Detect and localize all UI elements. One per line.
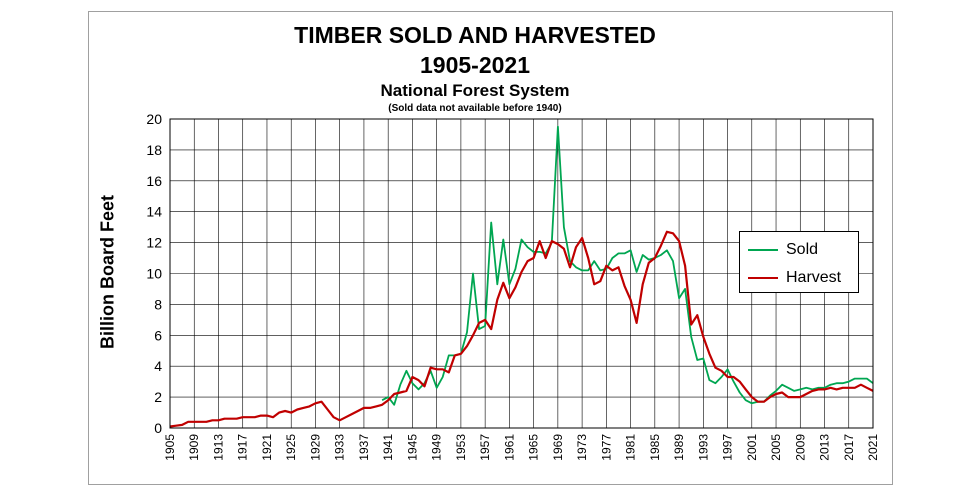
x-tick-label: 1941 — [381, 434, 395, 461]
legend-label-harvest: Harvest — [786, 269, 842, 286]
x-tick-label: 1921 — [260, 434, 274, 461]
y-tick-label: 16 — [146, 173, 162, 189]
legend-item-harvest: Harvest — [740, 268, 858, 288]
y-tick-label: 0 — [154, 420, 162, 436]
x-tick-label: 2013 — [818, 434, 832, 461]
x-tick-label: 2009 — [793, 434, 807, 461]
x-tick-label: 1925 — [284, 434, 298, 461]
x-tick-label: 1981 — [624, 434, 638, 461]
x-tick-label: 2005 — [769, 434, 783, 461]
x-tick-label: 1913 — [211, 434, 225, 461]
x-tick-label: 1973 — [575, 434, 589, 461]
y-tick-label: 12 — [146, 235, 162, 251]
y-tick-label: 10 — [146, 266, 162, 282]
x-tick-label: 2017 — [842, 434, 856, 461]
x-tick-label: 1945 — [405, 434, 419, 461]
x-tick-label: 1905 — [163, 434, 177, 461]
legend-item-sold: Sold — [740, 240, 858, 260]
x-tick-label: 1909 — [187, 434, 201, 461]
axes — [169, 118, 874, 429]
chart-subtitle: National Forest System — [380, 81, 570, 100]
series-line-harvest — [169, 230, 874, 428]
x-tick-label: 1953 — [454, 434, 468, 461]
x-tick-label: 1957 — [478, 434, 492, 461]
x-tick-label: 1917 — [236, 434, 250, 461]
legend-swatch-sold — [748, 249, 778, 251]
x-tick-label: 1993 — [696, 434, 710, 461]
x-tick-label: 2021 — [866, 434, 880, 461]
x-tick-label: 1977 — [599, 434, 613, 461]
x-tick-label: 1965 — [527, 434, 541, 461]
y-tick-label: 20 — [146, 111, 162, 127]
x-tick-label: 1937 — [357, 434, 371, 461]
series-line-sold — [381, 125, 874, 406]
plot-area-border — [169, 118, 874, 429]
y-tick-label: 6 — [154, 327, 162, 343]
x-tick-label: 1933 — [333, 434, 347, 461]
legend-label-sold: Sold — [786, 241, 819, 258]
chart-title: TIMBER SOLD AND HARVESTED — [294, 22, 656, 48]
chart-title-years: 1905-2021 — [420, 52, 530, 78]
chart-frame — [88, 11, 893, 485]
x-tick-label: 1997 — [721, 434, 735, 461]
chart-note: (Sold data not available before 1940) — [388, 103, 562, 114]
x-tick-label: 1969 — [551, 434, 565, 461]
y-tick-label: 14 — [146, 204, 162, 220]
legend-swatch-harvest — [748, 277, 778, 279]
y-tick-label: 18 — [146, 142, 162, 158]
y-tick-label: 2 — [154, 389, 162, 405]
x-tick-label: 1949 — [430, 434, 444, 461]
x-tick-label: 1985 — [648, 434, 662, 461]
x-tick-label: 1929 — [308, 434, 322, 461]
x-tick-label: 1989 — [672, 434, 686, 461]
tick-labels: 0 2 4 6 8 10 12 14 16 18 20 1905 1909 1913 1917 1921 192… — [146, 111, 880, 461]
y-tick-label: 4 — [154, 358, 162, 374]
x-tick-label: 2001 — [745, 434, 759, 461]
legend: Sold Harvest — [739, 231, 859, 293]
y-tick-label: 8 — [154, 296, 162, 312]
series-lines — [169, 125, 874, 428]
x-tick-label: 1961 — [502, 434, 516, 461]
